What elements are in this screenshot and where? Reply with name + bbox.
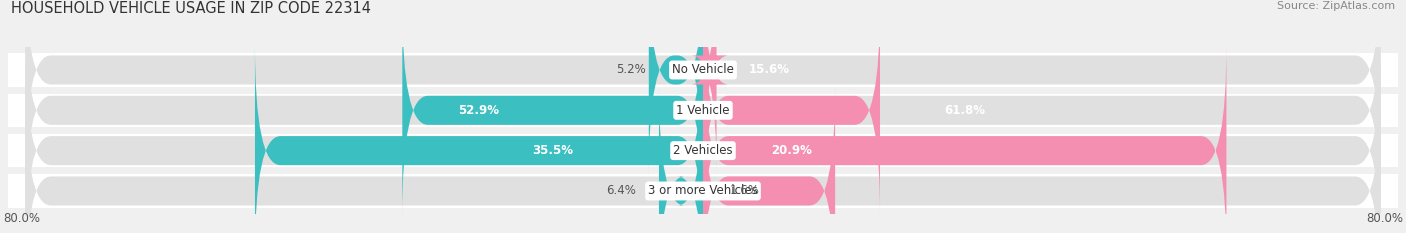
FancyBboxPatch shape [703,4,880,217]
Text: 80.0%: 80.0% [1367,212,1403,225]
Text: 15.6%: 15.6% [748,63,790,76]
FancyBboxPatch shape [254,44,703,233]
Text: No Vehicle: No Vehicle [672,63,734,76]
FancyBboxPatch shape [8,134,1398,167]
FancyBboxPatch shape [25,85,1381,233]
FancyBboxPatch shape [25,0,1381,176]
Text: 5.2%: 5.2% [616,63,647,76]
Text: 2 Vehicles: 2 Vehicles [673,144,733,157]
Text: 6.4%: 6.4% [606,185,636,198]
Text: 80.0%: 80.0% [3,212,39,225]
FancyBboxPatch shape [692,0,728,176]
FancyBboxPatch shape [648,0,703,176]
Text: Source: ZipAtlas.com: Source: ZipAtlas.com [1277,1,1395,11]
FancyBboxPatch shape [703,85,835,233]
FancyBboxPatch shape [25,44,1381,233]
Text: 1.6%: 1.6% [730,185,759,198]
FancyBboxPatch shape [8,53,1398,86]
Text: 20.9%: 20.9% [770,144,811,157]
Text: HOUSEHOLD VEHICLE USAGE IN ZIP CODE 22314: HOUSEHOLD VEHICLE USAGE IN ZIP CODE 2231… [11,1,371,16]
FancyBboxPatch shape [8,94,1398,127]
FancyBboxPatch shape [8,175,1398,208]
Text: 61.8%: 61.8% [945,104,986,117]
FancyBboxPatch shape [659,85,703,233]
FancyBboxPatch shape [402,4,703,217]
Text: 35.5%: 35.5% [531,144,574,157]
FancyBboxPatch shape [703,44,1226,233]
Text: 52.9%: 52.9% [458,104,499,117]
FancyBboxPatch shape [25,4,1381,217]
Text: 3 or more Vehicles: 3 or more Vehicles [648,185,758,198]
Text: 1 Vehicle: 1 Vehicle [676,104,730,117]
